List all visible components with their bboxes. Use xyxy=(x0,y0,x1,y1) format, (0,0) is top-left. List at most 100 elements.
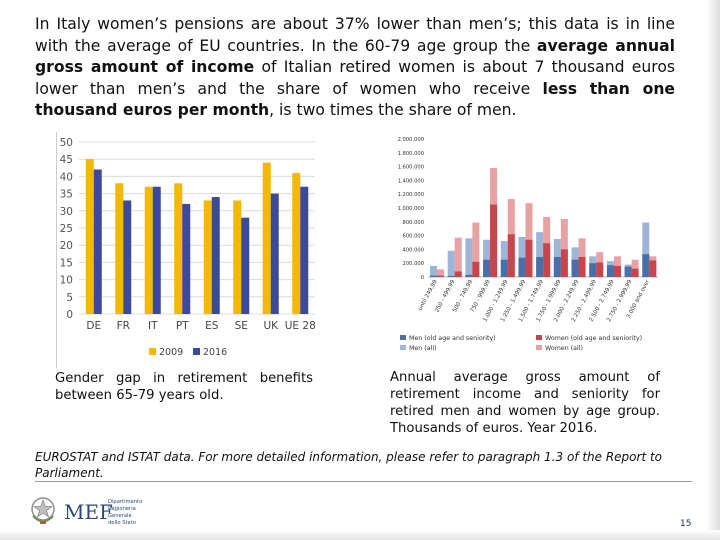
x-tick-label: UK xyxy=(263,320,279,332)
bar-2016-UE 28 xyxy=(300,186,309,314)
y-tick-label: 1.800.000 xyxy=(398,151,424,157)
bar-2009-SE xyxy=(233,200,242,314)
x-tick-label: ES xyxy=(205,320,219,332)
bar-Men (old age and seniority)-1.000 - 1.249,99 xyxy=(500,259,508,277)
y-tick-label: 15 xyxy=(60,257,73,269)
y-tick-label: 0 xyxy=(421,275,424,281)
bar-Women (old age and seniority)-1.250 - 1.499,99 xyxy=(525,239,533,277)
intro-paragraph: In Italy women’s pensions are about 37% … xyxy=(35,14,675,122)
legend-swatch-Men (all) xyxy=(400,345,406,350)
bar-2016-FR xyxy=(123,200,132,314)
bar-Men (old age and seniority)-3.000 and over xyxy=(642,254,650,277)
bar-Women (old age and seniority)-2.000 - 2.249,99 xyxy=(578,256,586,277)
legend-label: Women (all) xyxy=(545,345,583,352)
y-tick-label: 400.000 xyxy=(403,247,424,253)
caption-chart-gender-gap: Gender gap in retirement benefits betwee… xyxy=(55,371,313,403)
bar-Women (old age and seniority)-3.000 and over xyxy=(649,260,657,277)
bar-2016-UK xyxy=(270,193,279,314)
legend-swatch-Women (all) xyxy=(536,345,542,350)
bar-Men (all)-until 249,99 xyxy=(430,265,437,277)
chart-income-distribution-svg: 0 200.000 400.000 600.000 800.000 1.000.000 1.… xyxy=(398,137,658,352)
y-tick-label: 30 xyxy=(60,206,73,218)
y-tick-label: 10 xyxy=(60,275,73,287)
x-tick-label: UE 28 xyxy=(285,320,316,332)
republic-emblem-icon xyxy=(31,497,55,524)
bar-Women (all)-250 - 499,99 xyxy=(454,237,462,277)
bar-Men (all)-3.000 and over xyxy=(642,222,650,277)
bar-Men (all)-500 - 749,99 xyxy=(465,238,473,277)
x-tick-label: PT xyxy=(176,320,189,332)
bar-2016-ES xyxy=(211,197,220,314)
intro-text-3: , is two times the share of men. xyxy=(269,101,517,119)
y-tick-label: 1.200.000 xyxy=(398,192,424,198)
bar-Men (old age and seniority)-2.500 - 2.749,99 xyxy=(606,265,614,277)
chart-gender-gap: 0 5 10 15 20 25 30 35 40 45 50 DE FR IT PT ES SE UK UE 28 2… xyxy=(56,132,320,368)
legend-label: Men (old age and seniority) xyxy=(409,335,496,342)
x-tick-label: IT xyxy=(148,320,158,332)
bar-Men (all)-1.500 - 1.749,99 xyxy=(536,232,544,277)
chart-gender-gap-svg: 0 5 10 15 20 25 30 35 40 45 50 DE FR IT PT ES SE UK UE 28 2… xyxy=(60,137,316,358)
bar-2016-IT xyxy=(152,186,161,314)
bar-2016-DE xyxy=(93,169,102,314)
bar-Women (old age and seniority)-2.750 - 2.999,99 xyxy=(631,268,639,277)
y-tick-label: 0 xyxy=(66,309,73,321)
y-tick-label: 35 xyxy=(60,189,73,201)
y-tick-label: 50 xyxy=(60,137,73,149)
bar-2016-SE xyxy=(241,217,250,314)
bar-Women (old age and seniority)-1.750 - 1.999,99 xyxy=(560,249,568,277)
bar-Women (all)-500 - 749,99 xyxy=(472,222,480,277)
bar-Women (old age and seniority)-until 249,99 xyxy=(437,275,444,277)
x-tick-label: SE xyxy=(235,320,248,332)
bar-Women (all)-1.750 - 1.999,99 xyxy=(560,219,568,277)
bar-Men (old age and seniority)-1.250 - 1.499,99 xyxy=(518,257,526,277)
bar-Men (old age and seniority)-until 249,99 xyxy=(430,275,437,277)
bar-Men (old age and seniority)-250 - 499,99 xyxy=(447,275,455,277)
footer-divider xyxy=(35,481,692,482)
bar-Women (old age and seniority)-500 - 749,99 xyxy=(472,261,480,277)
intro-bold-2: less than one thousand euros per month xyxy=(35,79,675,120)
y-tick-label: 1.400.000 xyxy=(398,178,424,184)
bar-Women (all)-2.750 - 2.999,99 xyxy=(631,259,639,277)
bar-2009-FR xyxy=(115,183,124,314)
y-tick-label: 40 xyxy=(60,171,73,183)
legend-label: 2016 xyxy=(203,347,227,358)
legend-swatch-Women (old age and seniority) xyxy=(536,335,542,340)
y-tick-label: 600.000 xyxy=(403,234,424,240)
x-tick-label: FR xyxy=(117,320,130,332)
bar-Women (old age and seniority)-2.500 - 2.749,99 xyxy=(613,265,621,277)
bar-Men (old age and seniority)-2.250 - 2.499,99 xyxy=(589,263,597,277)
bar-Men (old age and seniority)-1.750 - 1.999,99 xyxy=(553,256,561,277)
legend-swatch-Men (old age and seniority) xyxy=(400,335,406,340)
legend-swatch-2016 xyxy=(193,348,200,355)
bar-2009-ES xyxy=(203,200,212,314)
source-note: EUROSTAT and ISTAT data. For more detail… xyxy=(35,450,663,480)
bar-Men (all)-1.250 - 1.499,99 xyxy=(518,236,526,277)
bar-2009-UK xyxy=(262,162,271,314)
caption-chart-income-distribution: Annual average gross amount of retiremen… xyxy=(390,370,660,436)
y-tick-label: 25 xyxy=(60,223,73,235)
mef-logo: MEF xyxy=(64,500,113,524)
y-tick-label: 20 xyxy=(60,240,73,252)
y-tick-label: 5 xyxy=(66,292,73,304)
bar-Men (old age and seniority)-2.000 - 2.249,99 xyxy=(571,259,579,277)
y-tick-label: 1.600.000 xyxy=(398,165,424,171)
bar-2009-PT xyxy=(174,183,183,314)
page-number: 15 xyxy=(680,519,692,529)
intro-text-1: In Italy women’s pensions are about 37% … xyxy=(35,15,675,55)
y-tick-label: 45 xyxy=(60,154,73,166)
bar-Women (old age and seniority)-1.000 - 1.249,99 xyxy=(507,234,515,277)
intro-text-2: of Italian retired women is about 7 thou… xyxy=(35,58,675,98)
bar-Women (all)-until 249,99 xyxy=(437,269,444,277)
mef-logo-subtitle: Dipartimento Ragioneria Generale dello S… xyxy=(108,499,143,526)
legend-swatch-2009 xyxy=(149,348,156,355)
bar-Women (old age and seniority)-750 - 999,99 xyxy=(490,204,498,277)
y-tick-label: 1.000.000 xyxy=(398,206,424,212)
bar-Men (old age and seniority)-2.750 - 2.999,99 xyxy=(624,266,632,277)
bar-Women (old age and seniority)-2.250 - 2.499,99 xyxy=(596,262,604,277)
legend-label: 2009 xyxy=(159,347,183,358)
x-tick-label: DE xyxy=(86,320,101,332)
bar-2016-PT xyxy=(182,203,191,314)
bar-Women (old age and seniority)-1.500 - 1.749,99 xyxy=(543,243,551,277)
y-tick-label: 200.000 xyxy=(403,261,424,267)
bar-2009-UE 28 xyxy=(292,172,301,314)
